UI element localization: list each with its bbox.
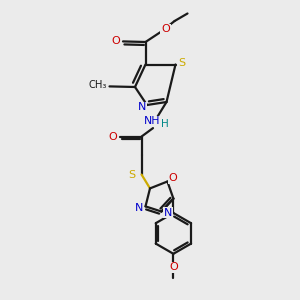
Text: S: S <box>178 58 186 68</box>
Text: CH₃: CH₃ <box>88 80 107 90</box>
Text: S: S <box>128 170 136 181</box>
Text: O: O <box>108 131 117 142</box>
Text: O: O <box>161 24 170 34</box>
Text: O: O <box>169 262 178 272</box>
Text: O: O <box>111 36 120 46</box>
Text: NH: NH <box>144 116 161 127</box>
Text: N: N <box>135 203 144 213</box>
Text: H: H <box>160 118 168 129</box>
Text: N: N <box>164 208 172 218</box>
Text: N: N <box>137 102 146 112</box>
Text: O: O <box>168 173 177 183</box>
